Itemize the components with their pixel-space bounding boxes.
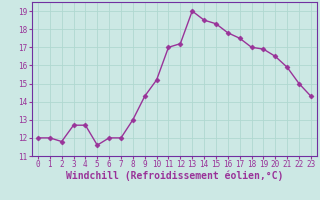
X-axis label: Windchill (Refroidissement éolien,°C): Windchill (Refroidissement éolien,°C): [66, 171, 283, 181]
